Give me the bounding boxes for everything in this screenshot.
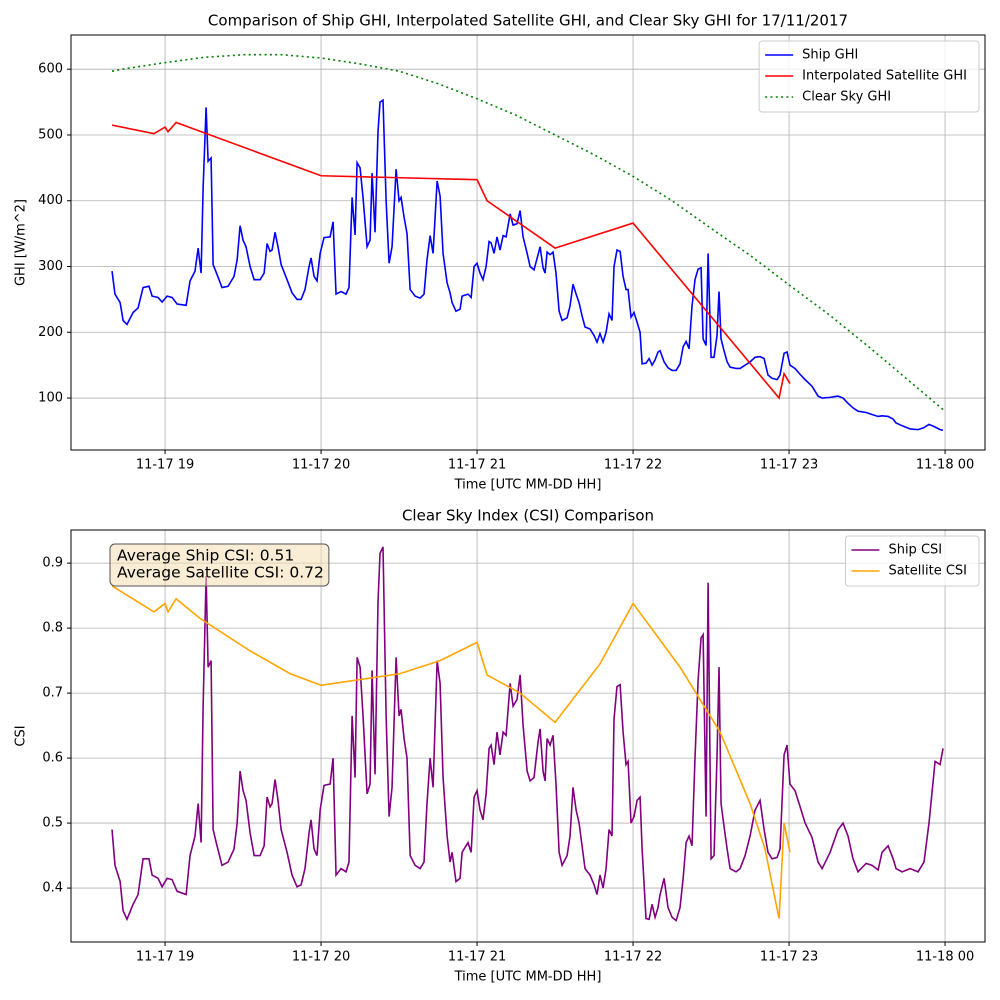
y-tick-label: 400 — [38, 193, 63, 208]
legend: Ship CSI Satellite CSI — [844, 535, 980, 587]
y-tick-label: 300 — [38, 259, 63, 274]
x-tick-label: 11-17 23 — [760, 458, 818, 473]
y-tick-label: 0.5 — [42, 816, 63, 831]
x-tick-label: 11-17 20 — [292, 950, 350, 965]
x-tick-label: 11-17 19 — [136, 950, 194, 965]
y-tick-label: 200 — [38, 325, 63, 340]
y-tick-label: 100 — [38, 391, 63, 406]
x-tick-label: 11-17 19 — [136, 458, 194, 473]
chart-title: Comparison of Ship GHI, Interpolated Sat… — [208, 12, 848, 30]
legend-label: Clear Sky GHI — [802, 90, 891, 105]
plot-area — [71, 530, 985, 942]
x-tick-label: 11-18 00 — [916, 458, 974, 473]
legend: Ship GHI Interpolated Satellite GHI Clear … — [758, 40, 980, 113]
x-axis-label: Time [UTC MM-DD HH] — [454, 970, 602, 985]
axes-frame — [70, 34, 986, 451]
legend-label: Ship CSI — [888, 543, 942, 558]
x-tick-label: 11-17 22 — [604, 950, 662, 965]
axes-frame — [70, 529, 986, 943]
x-tick-label: 11-17 22 — [604, 458, 662, 473]
y-tick-label: 600 — [38, 62, 63, 77]
y-tick-label: 500 — [38, 127, 63, 142]
y-axis-label: CSI — [14, 725, 29, 746]
legend-frame — [844, 535, 980, 587]
legend-label: Ship GHI — [802, 48, 858, 63]
x-tick-label: 11-17 23 — [760, 950, 818, 965]
legend-label: Interpolated Satellite GHI — [802, 69, 967, 84]
x-axis-label: Time [UTC MM-DD HH] — [454, 478, 602, 493]
series-line — [111, 585, 791, 919]
annotation: Average Satellite CSI: 0.72 — [117, 564, 324, 582]
legend-label: Satellite CSI — [888, 564, 967, 579]
y-axis-label: GHI [W/m^2] — [14, 199, 29, 286]
y-tick-label: 0.6 — [42, 751, 63, 766]
y-tick-label: 0.4 — [42, 881, 63, 896]
annotation-frame — [109, 543, 330, 587]
x-tick-label: 11-17 21 — [448, 458, 506, 473]
x-tick-label: 11-17 20 — [292, 458, 350, 473]
series-line — [111, 53, 945, 411]
y-tick-label: 0.8 — [42, 621, 63, 636]
annotation: Average Ship CSI: 0.51 — [117, 547, 294, 565]
series-line — [111, 546, 944, 922]
x-tick-label: 11-17 21 — [448, 950, 506, 965]
y-tick-label: 0.7 — [42, 686, 63, 701]
chart-title: Clear Sky Index (CSI) Comparison — [402, 507, 654, 525]
y-tick-label: 0.9 — [42, 556, 63, 571]
series-line — [111, 121, 791, 400]
legend-frame — [758, 40, 980, 113]
x-tick-label: 11-18 00 — [916, 950, 974, 965]
